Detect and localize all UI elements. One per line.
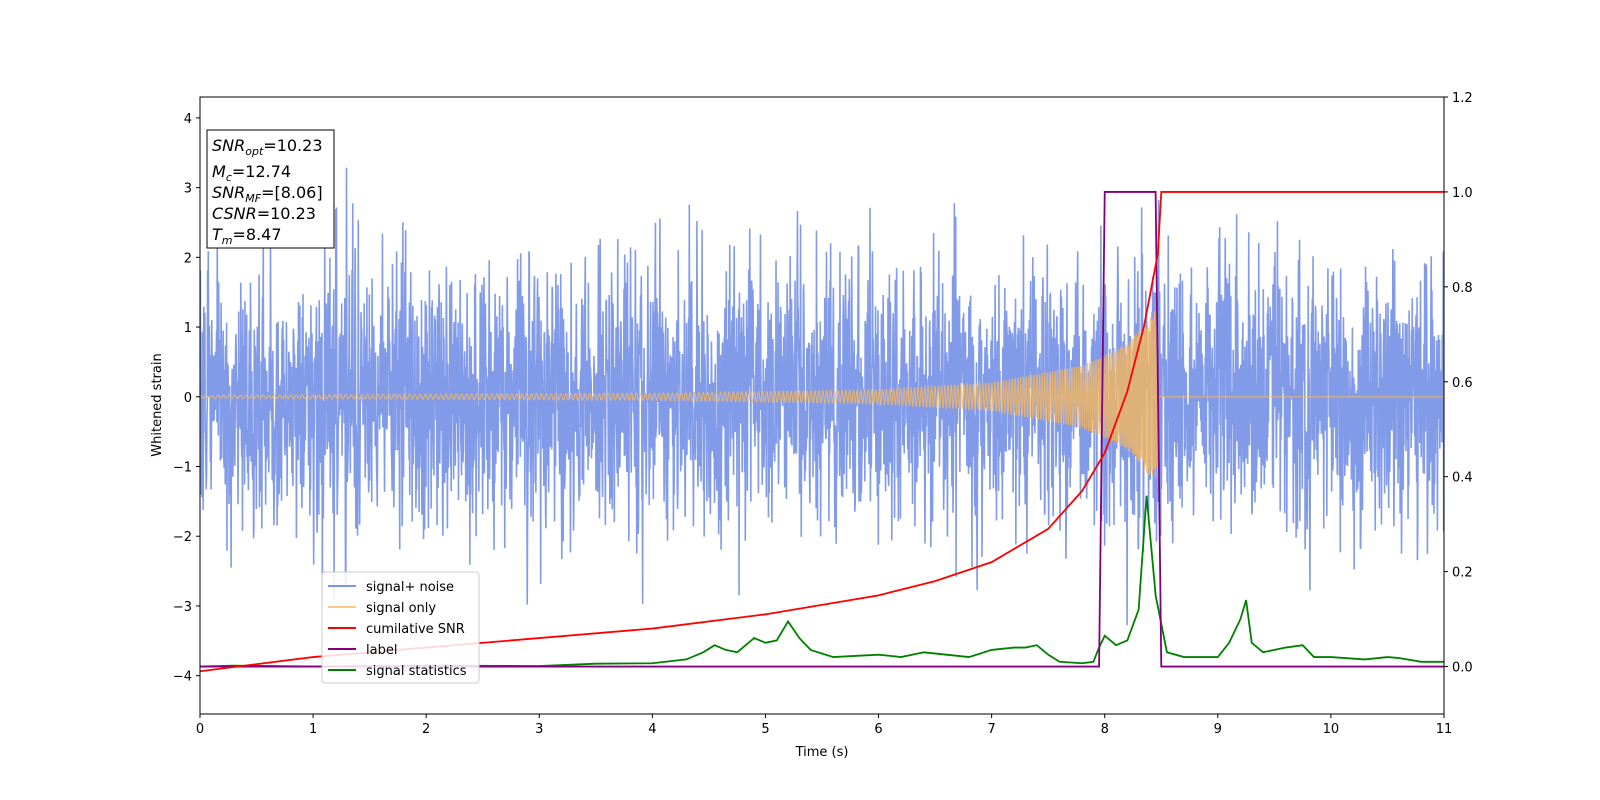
annotation-symbol: SNR	[212, 183, 245, 202]
y-tick-label-left: 0	[184, 391, 192, 406]
legend-label: cumilative SNR	[366, 622, 465, 637]
x-tick-label: 1	[309, 722, 317, 737]
series-signal-only-line	[200, 309, 1444, 479]
y-tick-label-right: 0.2	[1452, 566, 1473, 581]
series-cumulative-snr-line	[200, 191, 1444, 673]
x-axis-label: Time (s)	[795, 745, 849, 760]
series-signal-statistics-line	[200, 495, 1444, 668]
y-tick-label-right: 0.6	[1452, 376, 1473, 391]
legend: signal+ noise signal only cumilative SNR la…	[321, 571, 480, 684]
legend-label: signal+ noise	[366, 580, 454, 595]
annotation-line: SNRMF=[8.06]	[212, 183, 323, 205]
x-tick-label: 4	[648, 722, 656, 737]
y-tick-label-left: −3	[173, 600, 192, 615]
y-tick-label-left: 1	[184, 321, 192, 336]
y-tick-label-left: −2	[173, 530, 192, 545]
x-tick-label: 3	[535, 722, 543, 737]
x-tick-label: 10	[1323, 722, 1340, 737]
annotation-subscript: c	[226, 171, 232, 184]
annotation-line: CSNR=10.23	[212, 204, 316, 223]
y-axis-left: 4 3 2 1 0 −1 −2 −3 −4	[173, 112, 200, 685]
annotation-line: Tm=8.47	[212, 225, 282, 247]
y-tick-label-left: 4	[184, 112, 192, 127]
annotation-subscript: m	[222, 234, 233, 247]
legend-label: label	[366, 643, 397, 658]
legend-label: signal statistics	[366, 664, 467, 679]
series-label-line	[200, 191, 1444, 668]
y-tick-label-right: 0.4	[1452, 471, 1473, 486]
annotation-value: =8.47	[233, 225, 282, 244]
annotation-symbol: CSNR	[212, 204, 257, 223]
x-tick-label: 0	[196, 722, 204, 737]
annotation-value: =[8.06]	[261, 183, 323, 202]
annotation-symbol: M	[212, 162, 226, 181]
annotation-line: Mc=12.74	[212, 162, 291, 184]
annotation-symbol: T	[212, 225, 223, 244]
y-tick-label-left: 2	[184, 251, 192, 266]
x-tick-label: 2	[422, 722, 430, 737]
legend-frame	[321, 571, 480, 684]
series-layer	[200, 167, 1444, 673]
series-signal-noise-line	[200, 167, 1444, 626]
x-tick-label: 9	[1214, 722, 1222, 737]
y-tick-label-left: 3	[184, 182, 192, 197]
y-tick-label-right: 0.0	[1452, 661, 1473, 676]
stats-annotation: SNRopt=10.23Mc=12.74SNRMF=[8.06]CSNR=10.…	[206, 129, 335, 249]
annotation-value: =10.23	[257, 204, 316, 223]
annotation-value: =10.23	[263, 136, 322, 155]
y-tick-label-right: 1.0	[1452, 186, 1473, 201]
y-tick-label-right: 1.2	[1452, 91, 1473, 106]
annotation-subscript: opt	[245, 145, 264, 158]
x-tick-label: 8	[1101, 722, 1109, 737]
annotation-value: =12.74	[232, 162, 291, 181]
y-tick-label-left: −1	[173, 461, 192, 476]
y-axis-label: Whitened strain	[150, 353, 165, 456]
y-tick-label-right: 0.8	[1452, 281, 1473, 296]
x-axis: 0 1 2 3 4 5 6 7 8 9 10 11	[196, 714, 1452, 737]
annotation-symbol: SNR	[212, 136, 245, 155]
annotation-frame	[206, 129, 335, 249]
y-axis-right: 1.2 1.0 0.8 0.6 0.4 0.2 0.0	[1444, 91, 1473, 676]
x-tick-label: 5	[761, 722, 769, 737]
x-tick-label: 11	[1436, 722, 1453, 737]
legend-label: signal only	[366, 601, 436, 616]
y-tick-label-left: −4	[173, 670, 192, 685]
plot-frame	[199, 96, 1445, 715]
annotation-subscript: MF	[245, 192, 261, 205]
x-tick-label: 7	[987, 722, 995, 737]
x-tick-label: 6	[874, 722, 882, 737]
annotation-line: SNRopt=10.23	[212, 136, 323, 158]
